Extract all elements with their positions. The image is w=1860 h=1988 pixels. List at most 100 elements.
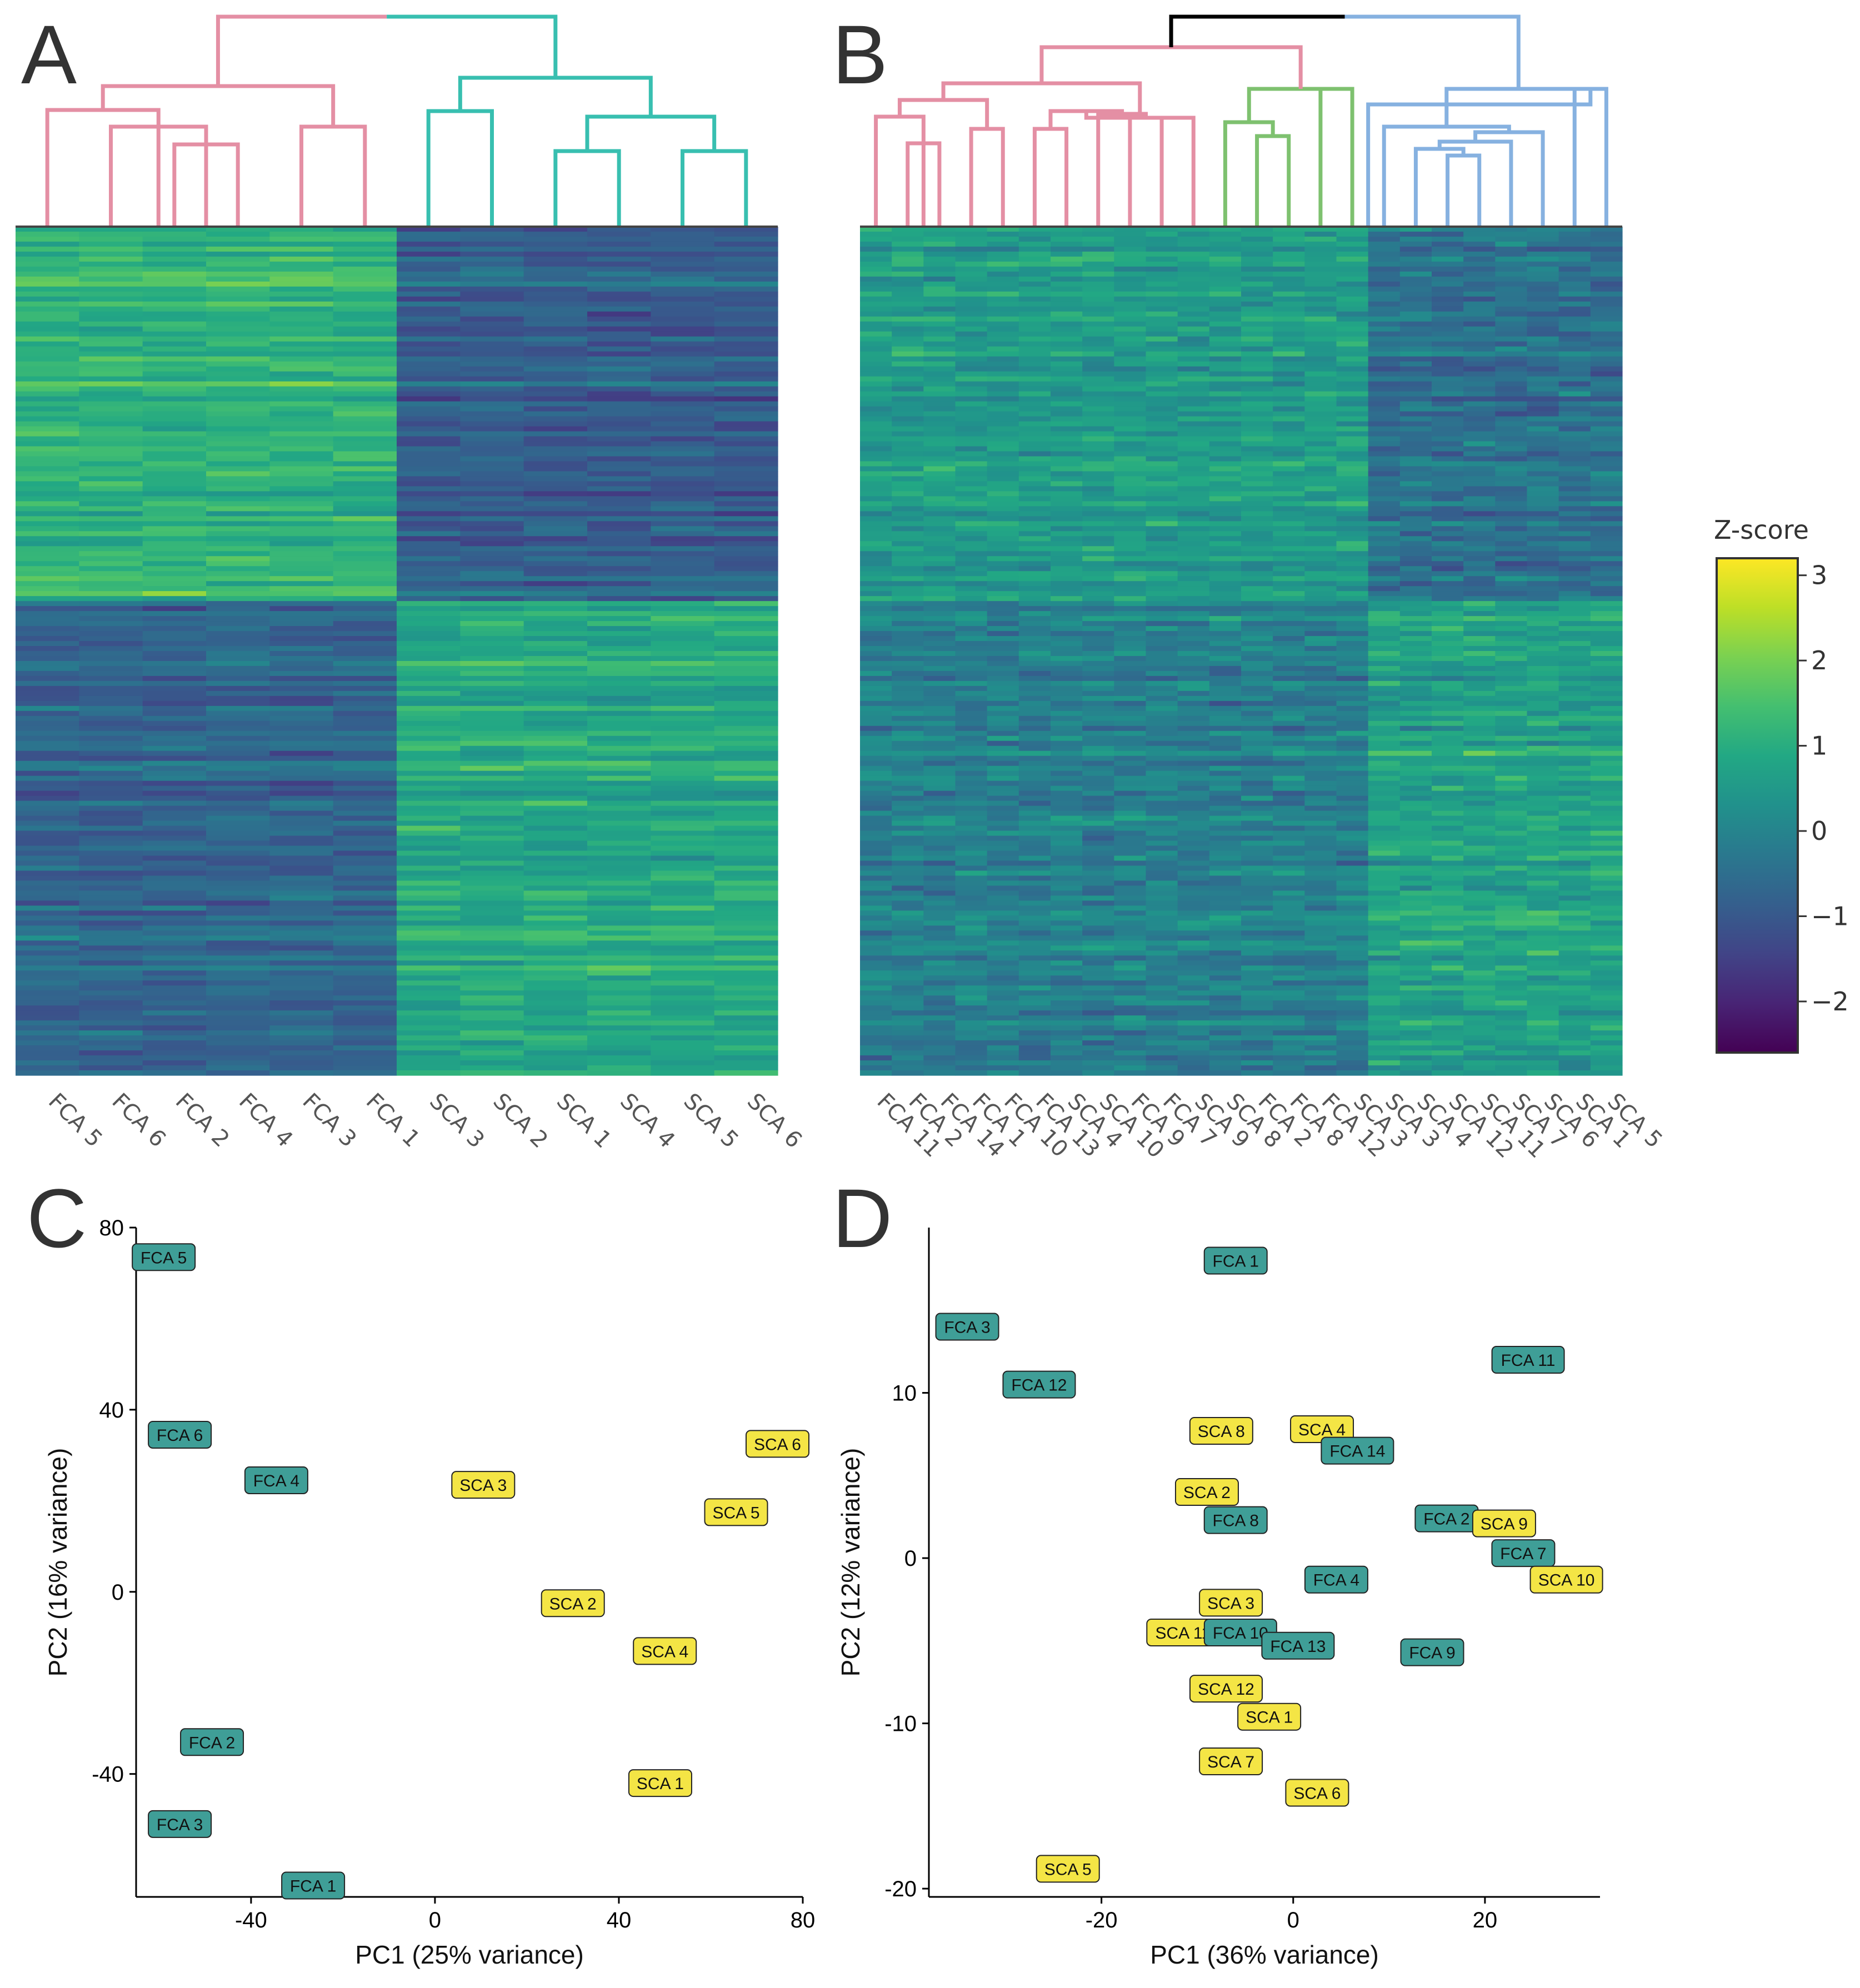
heatmap-cell: [1336, 306, 1369, 312]
heatmap-cell: [955, 725, 988, 732]
heatmap-cell: [651, 401, 715, 407]
heatmap-cell: [892, 521, 924, 527]
heatmap-cell: [1463, 296, 1496, 302]
heatmap-cell: [1018, 431, 1051, 437]
heatmap-cell: [206, 855, 270, 862]
heatmap-cell: [587, 596, 651, 602]
heatmap-cell: [1495, 331, 1528, 337]
heatmap-cell: [460, 700, 524, 707]
heatmap-cell: [1177, 780, 1210, 787]
heatmap-cell: [16, 870, 79, 877]
heatmap-cell: [523, 506, 588, 512]
heatmap-cell: [1304, 331, 1337, 337]
heatmap-cell: [860, 426, 892, 432]
heatmap-cell: [523, 346, 588, 352]
heatmap-cell: [651, 680, 715, 687]
heatmap-cell: [1273, 501, 1305, 507]
heatmap-cell: [1082, 326, 1114, 332]
heatmap-cell: [333, 426, 397, 432]
heatmap-cell: [269, 1040, 334, 1046]
heatmap-cell: [1082, 566, 1114, 572]
heatmap-cell: [923, 471, 956, 477]
heatmap-cell: [397, 311, 461, 317]
heatmap-cell: [1368, 571, 1401, 577]
heatmap-cell: [269, 286, 334, 292]
heatmap-cell: [269, 785, 334, 792]
heatmap-cell: [587, 291, 651, 297]
heatmap-cell: [892, 531, 924, 537]
heatmap-cell: [1399, 536, 1432, 542]
heatmap-cell: [1432, 516, 1464, 522]
heatmap-cell: [79, 391, 143, 397]
heatmap-cell: [860, 571, 892, 577]
heatmap-cell: [587, 995, 651, 1001]
heatmap-cell: [79, 745, 143, 752]
heatmap-cell: [1463, 321, 1496, 327]
heatmap-cell: [987, 815, 1019, 822]
heatmap-cell: [1273, 346, 1305, 352]
heatmap-cell: [1273, 785, 1305, 792]
heatmap-cell: [1273, 316, 1305, 322]
heatmap-cell: [1336, 820, 1369, 827]
heatmap-cell: [1399, 531, 1432, 537]
heatmap-cell: [142, 586, 207, 592]
heatmap-cell: [523, 805, 588, 812]
heatmap-cell: [460, 1025, 524, 1031]
heatmap-cell: [714, 531, 778, 537]
heatmap-cell: [1018, 336, 1051, 342]
heatmap-cell: [860, 391, 892, 397]
heatmap-cell: [79, 236, 143, 242]
heatmap-cell: [1304, 336, 1337, 342]
heatmap-cell: [142, 251, 207, 257]
heatmap-cell: [892, 720, 924, 727]
heatmap-cell: [1558, 366, 1591, 372]
heatmap-cell: [1273, 805, 1305, 812]
heatmap-cell: [79, 611, 143, 617]
heatmap-cell: [651, 1030, 715, 1036]
heatmap-cell: [1051, 636, 1083, 642]
heatmap-cell: [397, 965, 461, 971]
heatmap-cell: [79, 466, 143, 472]
heatmap-cell: [1304, 760, 1337, 767]
heatmap-cell: [955, 536, 988, 542]
heatmap-cell: [714, 506, 778, 512]
heatmap-cell: [1304, 576, 1337, 582]
heatmap-cell: [333, 1000, 397, 1006]
heatmap-cell: [892, 321, 924, 327]
heatmap-cell: [1432, 765, 1464, 772]
heatmap-cell: [1114, 431, 1147, 437]
heatmap-cell: [955, 795, 988, 802]
heatmap-cell: [79, 316, 143, 322]
heatmap-cell: [1527, 621, 1559, 627]
heatmap-cell: [1590, 266, 1623, 272]
heatmap-cell: [1177, 336, 1210, 342]
heatmap-cell: [955, 551, 988, 557]
heatmap-cell: [955, 805, 988, 812]
heatmap-cell: [142, 770, 207, 777]
panel-letter-a: A: [21, 8, 77, 101]
heatmap-cell: [651, 256, 715, 262]
heatmap-cell: [16, 985, 79, 991]
heatmap-cell: [1527, 561, 1559, 567]
heatmap-cell: [923, 815, 956, 822]
heatmap-cell: [460, 481, 524, 487]
heatmap-cell: [714, 660, 778, 667]
heatmap-cell: [1463, 651, 1496, 657]
heatmap-cell: [1241, 616, 1273, 622]
heatmap-cell: [16, 915, 79, 921]
heatmap-cell: [79, 1060, 143, 1066]
heatmap-cell: [1558, 286, 1591, 292]
heatmap-cell: [1082, 426, 1114, 432]
heatmap-cell: [714, 541, 778, 547]
heatmap-cell: [1241, 396, 1273, 402]
heatmap-cell: [142, 571, 207, 577]
heatmap-cell: [142, 720, 207, 727]
heatmap-cell: [1146, 246, 1178, 252]
heatmap-cell: [142, 1030, 207, 1036]
heatmap-cell: [460, 895, 524, 902]
heatmap-cell: [987, 621, 1019, 627]
heatmap-cell: [1241, 451, 1273, 457]
heatmap-cell: [987, 765, 1019, 772]
heatmap-cell: [1558, 436, 1591, 442]
heatmap-cell: [1209, 825, 1242, 832]
